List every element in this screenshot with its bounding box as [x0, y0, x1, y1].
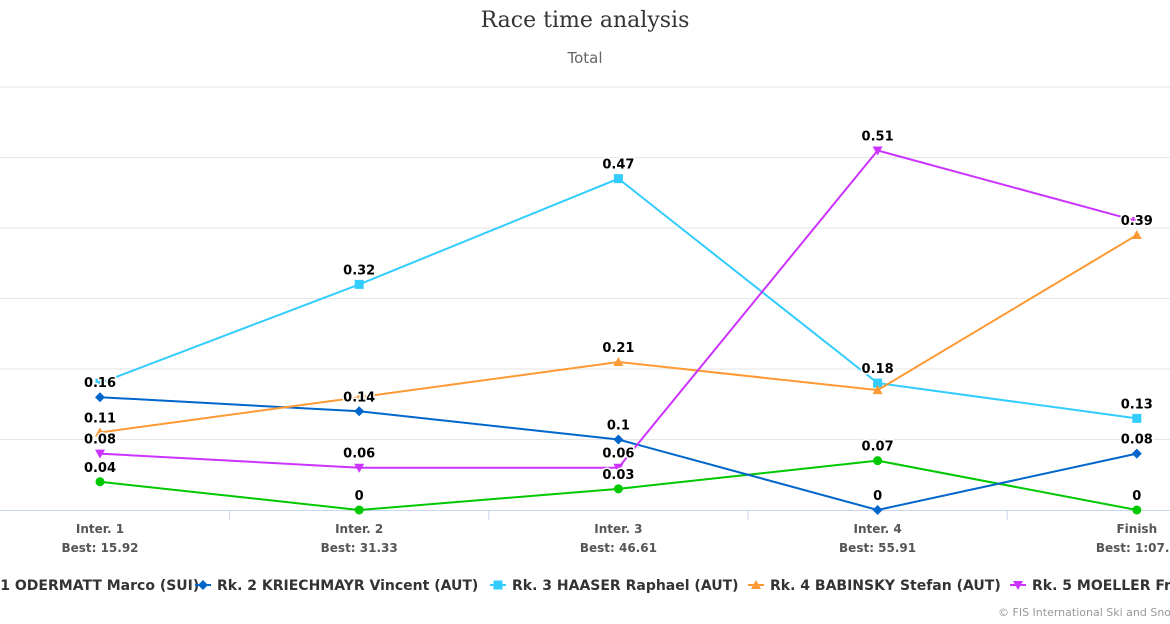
data-point — [354, 463, 365, 473]
data-point — [354, 406, 365, 417]
data-point — [1131, 448, 1142, 459]
legend-square-icon — [493, 580, 503, 590]
x-tick-label: Finish — [1116, 522, 1157, 536]
legend-item[interactable]: Rk. 3 HAASER Raphael (AUT) — [490, 578, 739, 594]
grid — [0, 86, 1170, 440]
legend-item[interactable]: Rk. 1 ODERMATT Marco (SUI) — [0, 578, 199, 594]
x-tick-label: Inter. 1 — [76, 522, 124, 536]
x-tick-sublabel: Best: 55.91 — [839, 541, 916, 555]
data-point — [613, 434, 624, 445]
x-tick-label: Inter. 4 — [854, 522, 902, 536]
data-point — [872, 146, 883, 156]
data-label: 0.32 — [343, 263, 375, 278]
data-point — [95, 449, 105, 459]
legend: Rk. 1 ODERMATT Marco (SUI) Rk. 2 KRIECHMA… — [0, 578, 1170, 594]
data-point — [1131, 230, 1142, 240]
data-point — [354, 279, 364, 289]
data-label: 0.1 — [607, 419, 630, 434]
legend-item[interactable]: Rk. 4 BABINSKY Stefan (AUT) — [748, 578, 1001, 594]
data-point — [1132, 413, 1142, 423]
data-labels: 0.04 0 0.03 0.07 0 0.16 0.14 0.1 0 0.08 0.32 0.47 0.… — [82, 128, 1154, 506]
legend-label: Rk. 1 ODERMATT Marco (SUI) — [0, 578, 199, 594]
legend-label: Rk. 3 HAASER Raphael (AUT) — [512, 578, 739, 594]
data-label: 0.08 — [84, 433, 116, 448]
data-label: 0.08 — [1121, 433, 1153, 448]
data-point — [95, 477, 105, 487]
data-point — [1131, 216, 1142, 226]
x-tick-sublabel: Best: 46.61 — [580, 541, 657, 555]
data-point — [873, 378, 883, 388]
data-label: 0.18 — [862, 362, 894, 377]
data-label: 0.07 — [862, 440, 894, 455]
data-point — [613, 463, 624, 473]
data-label: 0.06 — [602, 447, 634, 462]
data-point — [613, 484, 623, 494]
data-point — [872, 505, 883, 515]
legend-label: Rk. 2 KRIECHMAYR Vincent (AUT) — [217, 578, 478, 594]
data-label: 0 — [873, 489, 882, 504]
data-point — [95, 427, 105, 437]
data-point — [95, 392, 105, 403]
data-label: 0.04 — [84, 461, 116, 476]
legend-triangle-down-icon — [1013, 581, 1023, 590]
legend-label: Rk. 5 MOELLER Fredrik (NOR) — [1032, 578, 1170, 594]
x-tick-sublabel: Best: 31.33 — [321, 541, 398, 555]
chart-subtitle: Total — [566, 49, 602, 67]
data-point — [872, 385, 883, 395]
data-label: 0.16 — [84, 376, 116, 391]
data-label: 0.51 — [862, 129, 894, 144]
legend-item[interactable]: Rk. 2 KRIECHMAYR Vincent (AUT) — [195, 578, 478, 594]
data-point — [354, 505, 364, 515]
chart-title: Race time analysis — [481, 8, 690, 33]
data-label: 0.39 — [1121, 214, 1153, 229]
legend-item[interactable]: Rk. 5 MOELLER Fredrik (NOR) — [1010, 578, 1170, 594]
x-tick-sublabel: Best: 1:07.7 — [1096, 541, 1170, 555]
x-tick-label: Inter. 2 — [335, 522, 383, 536]
legend-diamond-icon — [198, 580, 208, 590]
data-point — [873, 456, 883, 466]
data-label: 0.13 — [1121, 397, 1153, 412]
data-point — [95, 378, 105, 388]
data-point — [613, 356, 624, 366]
data-point — [1132, 505, 1142, 515]
data-point — [613, 174, 623, 184]
series-group — [95, 146, 1142, 515]
data-label: 0 — [355, 489, 364, 504]
series-line — [99, 234, 1138, 434]
data-label: 0.06 — [343, 447, 375, 462]
credits[interactable]: © FIS International Ski and Snowboard Fe… — [998, 606, 1170, 619]
legend-label: Rk. 4 BABINSKY Stefan (AUT) — [770, 578, 1001, 594]
legend-triangle-icon — [751, 580, 761, 589]
x-axis: Inter. 1 Best: 15.92 Inter. 2 Best: 31.33 In… — [0, 510, 1170, 555]
x-tick-label: Inter. 3 — [594, 522, 642, 536]
data-label: 0.21 — [602, 341, 634, 356]
data-label: 0.11 — [84, 411, 116, 426]
x-tick-sublabel: Best: 15.92 — [61, 541, 138, 555]
data-label: 0 — [1132, 489, 1141, 504]
data-point — [354, 392, 365, 402]
data-label: 0.03 — [602, 468, 634, 483]
data-label: 0.47 — [602, 158, 634, 173]
data-label: 0.14 — [343, 390, 375, 405]
